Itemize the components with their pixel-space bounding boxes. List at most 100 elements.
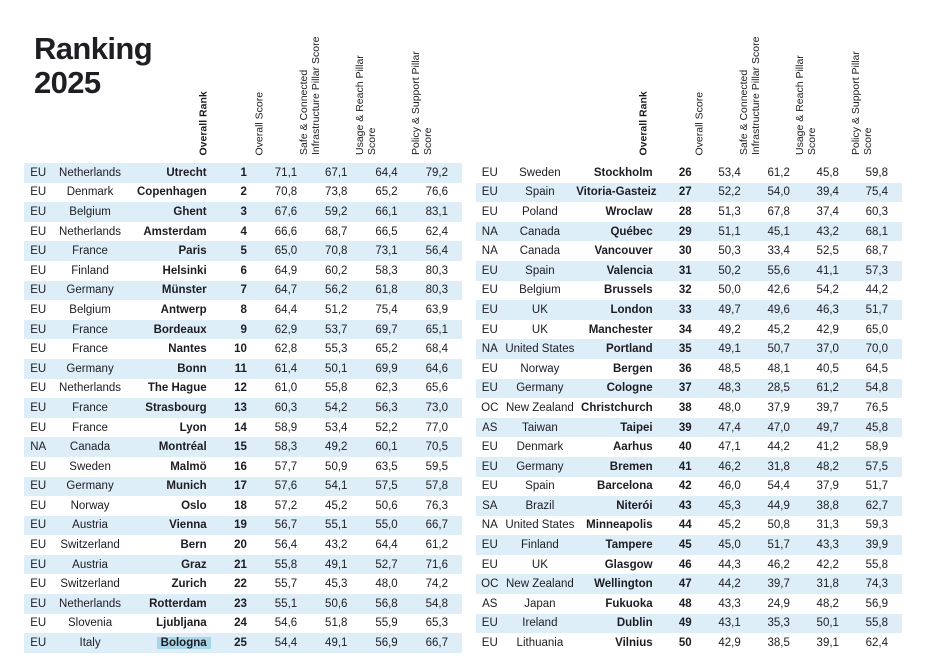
table-row[interactable]: EU Germany Cologne 37 48,3 28,5 61,2 54,8 (476, 378, 902, 399)
cell-infrastructure-score: 45,3 (325, 578, 348, 591)
table-row[interactable]: EU Netherlands Rotterdam 23 55,1 50,6 56,8 54,8 (24, 594, 462, 614)
table-row[interactable]: EU Italy Bologna 25 54,4 49,1 56,9 66,7 (24, 633, 462, 653)
table-row[interactable]: EU Austria Graz 21 55,8 49,1 52,7 71,6 (24, 554, 462, 575)
cell-city: Brussels (604, 284, 653, 297)
cell-country: Netherlands (59, 225, 122, 238)
cell-usage-score: 55,0 (375, 519, 398, 532)
cell-city: Wroclaw (605, 205, 653, 218)
table-row[interactable]: EU Belgium Ghent 3 67,6 59,2 66,1 83,1 (24, 202, 462, 222)
cell-overall-rank: 23 (234, 597, 247, 610)
cell-overall-score: 56,4 (274, 539, 298, 552)
cell-overall-rank: 29 (678, 225, 692, 238)
table-row[interactable]: EU Slovenia Ljubljana 24 54,6 51,8 55,9 65,3 (24, 614, 462, 634)
cell-overall-rank: 3 (240, 205, 247, 218)
table-row[interactable]: EU Netherlands The Hague 12 61,0 55,8 62,3 65,6 (24, 379, 462, 399)
cell-policy-score: 45,8 (865, 421, 889, 434)
cell-overall-rank: 11 (234, 362, 247, 375)
table-row[interactable]: EU Spain Barcelona 42 46,0 54,4 37,9 51,7 (476, 477, 902, 497)
table-row[interactable]: EU Spain Vitoria-Gasteiz 27 52,2 54,0 39,4 75,4 (476, 182, 902, 203)
table-row[interactable]: EU Sweden Malmö 16 57,7 50,9 63,5 59,5 (24, 457, 462, 477)
table-row[interactable]: EU UK Glasgow 46 44,3 46,2 42,2 55,8 (476, 555, 902, 575)
table-row[interactable]: NA United States Portland 35 49,1 50,7 37,0 70,… (476, 339, 902, 359)
cell-policy-score: 80,3 (425, 264, 448, 277)
table-row[interactable]: EU Norway Oslo 18 57,2 45,2 50,6 76,3 (24, 496, 462, 516)
cell-city: Copenhagen (137, 186, 207, 199)
cell-city: Fukuoka (605, 597, 653, 610)
table-row[interactable]: EU Austria Vienna 19 56,7 55,1 55,0 66,7 (24, 515, 462, 536)
cell-overall-score: 45,0 (718, 539, 741, 552)
table-row[interactable]: EU France Strasbourg 13 60,3 54,2 56,3 73,0 (24, 398, 462, 418)
cell-city: Zurich (171, 578, 207, 591)
cell-policy-score: 68,7 (865, 245, 889, 258)
table-row[interactable]: EU UK London 33 49,7 49,6 46,3 51,7 (476, 300, 902, 320)
table-row[interactable]: NA United States Minneapolis 44 45,2 50,8 31,3… (476, 516, 902, 536)
cell-overall-rank: 42 (678, 480, 692, 493)
cell-region: EU (30, 597, 47, 610)
table-row[interactable]: EU Denmark Copenhagen 2 70,8 73,8 65,2 76,6 (24, 183, 462, 203)
table-row[interactable]: NA Canada Vancouver 30 50,3 33,4 52,5 68,7 (476, 241, 902, 261)
table-row[interactable]: EU Netherlands Utrecht 1 71,1 67,1 64,4 79,2 (24, 163, 462, 183)
column-header-overall-score: Overall Score (693, 91, 706, 155)
table-row[interactable]: EU Poland Wroclaw 28 51,3 67,8 37,4 60,3 (476, 202, 902, 222)
cell-region: EU (30, 186, 47, 199)
cell-city: Niterói (616, 499, 653, 512)
table-row[interactable]: OC New Zealand Christchurch 38 48,0 37,9 39,7 7… (476, 398, 902, 418)
table-row[interactable]: EU France Paris 5 65,0 70,8 73,1 56,4 (24, 241, 462, 261)
cell-overall-rank: 13 (234, 401, 247, 414)
table-row[interactable]: EU Norway Bergen 36 48,5 48,1 40,5 64,5 (476, 359, 902, 379)
cell-infrastructure-score: 24,9 (767, 597, 790, 610)
cell-policy-score: 68,4 (425, 343, 448, 356)
cell-overall-rank: 8 (240, 303, 247, 316)
cell-policy-score: 65,3 (425, 617, 448, 630)
table-body-right: EU Sweden Stockholm 26 53,4 61,2 45,8 59,8 EU Spa… (476, 163, 902, 653)
cell-overall-score: 62,9 (274, 323, 298, 336)
table-row[interactable]: SA Brazil Niterói 43 45,3 44,9 38,8 62,7 (476, 496, 902, 516)
cell-region: EU (481, 284, 498, 297)
cell-policy-score: 66,7 (425, 637, 448, 650)
cell-region: EU (30, 460, 47, 473)
cell-country: Finland (71, 264, 109, 277)
cell-overall-rank: 17 (234, 480, 247, 493)
table-row[interactable]: EU Finland Tampere 45 45,0 51,7 43,3 39,9 (476, 535, 902, 555)
cell-overall-rank: 1 (240, 166, 247, 179)
table-row[interactable]: EU Germany Bonn 11 61,4 50,1 69,9 64,6 (24, 358, 462, 379)
table-row[interactable]: EU Netherlands Amsterdam 4 66,6 68,7 66,5 62,4 (24, 222, 462, 242)
table-row[interactable]: EU Finland Helsinki 6 64,9 60,2 58,3 80,3 (24, 261, 462, 281)
table-row[interactable]: NA Canada Montréal 15 58,3 49,2 60,1 70,5 (24, 437, 462, 457)
table-row[interactable]: EU Germany Munich 17 57,6 54,1 57,5 57,8 (24, 476, 462, 497)
table-row[interactable]: EU UK Manchester 34 49,2 45,2 42,9 65,0 (476, 320, 902, 340)
table-row[interactable]: AS Japan Fukuoka 48 43,3 24,9 48,2 56,9 (476, 594, 902, 614)
cell-overall-score: 57,6 (274, 480, 298, 493)
cell-policy-score: 62,4 (865, 637, 889, 650)
table-row[interactable]: EU Germany Bremen 41 46,2 31,8 48,2 57,5 (476, 456, 902, 477)
cell-policy-score: 75,4 (865, 186, 889, 199)
cell-country: France (72, 421, 108, 434)
table-row[interactable]: EU Belgium Brussels 32 50,0 42,6 54,2 44,2 (476, 281, 902, 301)
cell-region: EU (30, 382, 47, 395)
cell-policy-score: 57,8 (425, 480, 448, 493)
cell-infrastructure-score: 70,8 (325, 245, 348, 258)
table-row[interactable]: EU Switzerland Bern 20 56,4 43,2 64,4 61,2 (24, 535, 462, 555)
cell-overall-rank: 49 (678, 617, 692, 630)
table-row[interactable]: EU Denmark Aarhus 40 47,1 44,2 41,2 58,9 (476, 437, 902, 457)
table-row[interactable]: EU Belgium Antwerp 8 64,4 51,2 75,4 63,9 (24, 300, 462, 320)
cell-policy-score: 74,3 (865, 578, 889, 591)
table-row[interactable]: EU France Bordeaux 9 62,9 53,7 69,7 65,1 (24, 319, 462, 340)
table-row[interactable]: EU Switzerland Zurich 22 55,7 45,3 48,0 74,2 (24, 574, 462, 594)
cell-region: EU (30, 205, 47, 218)
cell-region: EU (30, 578, 47, 591)
table-row[interactable]: EU Sweden Stockholm 26 53,4 61,2 45,8 59,8 (476, 163, 902, 183)
table-row[interactable]: EU Ireland Dublin 49 43,1 35,3 50,1 55,8 (476, 613, 902, 634)
table-row[interactable]: EU France Nantes 10 62,8 55,3 65,2 68,4 (24, 339, 462, 359)
table-row[interactable]: EU Germany Münster 7 64,7 56,2 61,8 80,3 (24, 280, 462, 301)
cell-policy-score: 64,5 (865, 362, 889, 375)
table-row[interactable]: NA Canada Québec 29 51,1 45,1 43,2 68,1 (476, 221, 902, 242)
table-row[interactable]: AS Taiwan Taipei 39 47,4 47,0 49,7 45,8 (476, 417, 902, 438)
table-row[interactable]: EU Lithuania Vilnius 50 42,9 38,5 39,1 62,4 (476, 633, 902, 653)
table-row[interactable]: OC New Zealand Wellington 47 44,2 39,7 31,8 74,… (476, 574, 902, 595)
table-row[interactable]: EU France Lyon 14 58,9 53,4 52,2 77,0 (24, 418, 462, 438)
table-row[interactable]: EU Spain Valencia 31 50,2 55,6 41,1 57,3 (476, 260, 902, 281)
cell-region: EU (481, 323, 498, 336)
cell-overall-score: 43,3 (718, 597, 741, 610)
column-header-policy-pillar: Policy & Support Pillar Score (410, 51, 434, 155)
